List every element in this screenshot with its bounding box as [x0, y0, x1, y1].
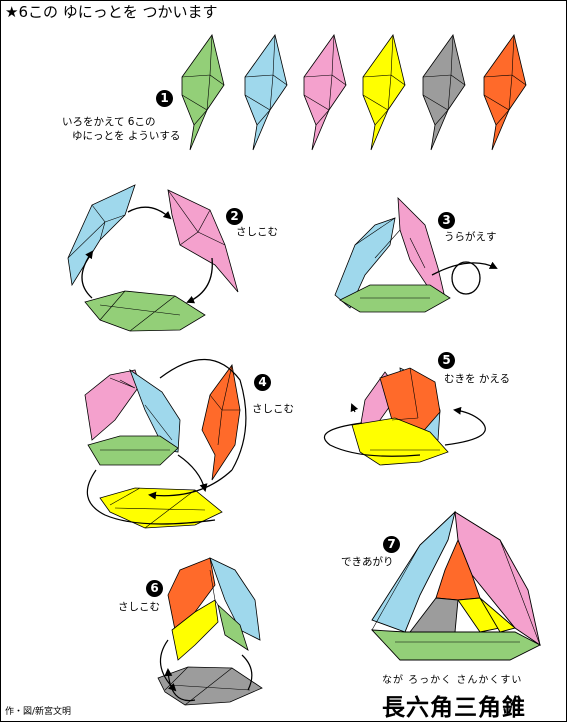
step-2-caption: さしこむ: [236, 226, 278, 238]
step4-curve-3: [86, 469, 216, 525]
credit: 作・図/新宮文明: [5, 707, 72, 717]
step-1-caption-line2: ゆにっとを よういする: [72, 130, 181, 142]
step4-curve-4: [177, 454, 208, 492]
step-7-badge: 7: [383, 536, 400, 553]
step6-arrow-2: [241, 654, 253, 691]
step-7-caption: できあがり: [341, 556, 394, 568]
page-title: ★6この ゆにっとを つかいます: [5, 3, 218, 21]
step2-arrow-1: [127, 206, 172, 220]
unit-blue: [244, 34, 288, 151]
step-6-caption: さしこむ: [118, 601, 160, 613]
step3-assembly: [334, 196, 451, 313]
step-3-badge: 3: [438, 212, 455, 229]
step5-arrow-head: [350, 403, 359, 413]
step6-assembly: [167, 557, 261, 661]
unit-pink: [303, 34, 347, 151]
result-reading: なが ろっかく さんかくすい: [382, 675, 523, 686]
flip-loop: [451, 261, 481, 295]
step-1-caption-line1: いろをかえて 6この: [62, 116, 156, 128]
step2-arrow-2: [186, 257, 213, 304]
step-6-badge: 6: [146, 580, 163, 597]
step-4-caption: さしこむ: [252, 403, 294, 415]
step5-rotate-left: [324, 422, 421, 457]
step-4-badge: 4: [254, 374, 271, 391]
step-1-badge: 1: [156, 90, 173, 107]
result-name: 長六角三角錐: [382, 695, 526, 721]
step4-assembly: [84, 368, 181, 466]
step-5-badge: 5: [438, 352, 455, 369]
step-2-badge: 2: [226, 208, 243, 225]
step2-green-unit: [84, 290, 206, 332]
step5-assembly: [351, 367, 449, 466]
unit-gray: [422, 34, 466, 151]
step6-arrow-3: [164, 668, 196, 702]
flip-arrow: [431, 261, 498, 276]
step4-yellow-unit: [99, 487, 223, 529]
step2-arrow-3: [81, 250, 94, 299]
step-3-caption: うらがえす: [444, 231, 497, 243]
unit-yellow: [362, 34, 406, 151]
unit-orange: [483, 34, 527, 151]
unit-green: [181, 34, 225, 151]
step6-gray-unit: [157, 666, 263, 706]
step-5-caption: むきを かえる: [444, 373, 511, 385]
step4-curve-2: [148, 469, 233, 500]
step5-rotate-right: [444, 406, 486, 446]
step2-blue-unit: [67, 184, 136, 287]
finished-model: [370, 510, 541, 661]
step4-orange-unit: [201, 364, 241, 481]
step4-curve-1: [159, 358, 247, 471]
step2-pink-unit: [167, 189, 239, 293]
